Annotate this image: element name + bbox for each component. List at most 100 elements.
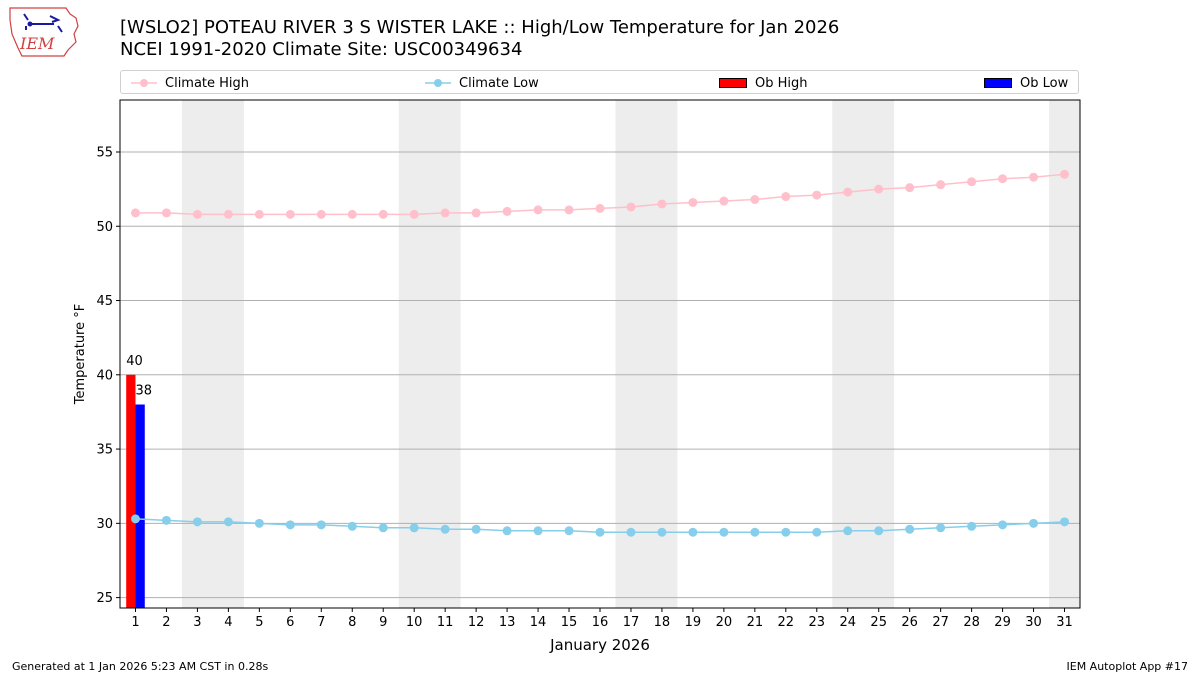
point-climate-low — [750, 527, 760, 537]
x-tick-label: 9 — [379, 615, 387, 630]
y-tick-label: 35 — [96, 443, 113, 458]
point-climate-high — [564, 205, 574, 215]
bar-ob-low — [135, 404, 145, 608]
point-climate-low — [316, 520, 326, 530]
point-climate-high — [347, 209, 357, 219]
point-climate-low — [378, 523, 388, 533]
point-climate-low — [998, 520, 1008, 530]
point-climate-low — [595, 527, 605, 537]
weather-station-icon — [23, 13, 63, 33]
point-climate-high — [254, 209, 264, 219]
point-climate-high — [781, 192, 791, 202]
point-climate-high — [843, 187, 853, 197]
y-tick-label: 40 — [96, 368, 113, 383]
x-tick-label: 10 — [406, 615, 423, 630]
x-tick-label: 25 — [870, 615, 887, 630]
point-climate-high — [161, 208, 171, 218]
x-tick-label: 13 — [499, 615, 516, 630]
legend-ob-low: Ob Low — [984, 71, 1068, 95]
point-climate-high — [812, 190, 822, 200]
x-tick-label: 4 — [224, 615, 232, 630]
point-climate-high — [719, 196, 729, 206]
point-climate-low — [657, 527, 667, 537]
x-tick-label: 7 — [317, 615, 325, 630]
point-climate-low — [936, 523, 946, 533]
x-tick-label: 18 — [654, 615, 671, 630]
x-tick-label: 21 — [747, 615, 764, 630]
point-climate-low — [409, 523, 419, 533]
bar-ob-high — [126, 374, 136, 608]
point-climate-low — [347, 521, 357, 531]
point-climate-high — [192, 209, 202, 219]
plot-frame — [119, 99, 1081, 609]
x-tick-label: 16 — [592, 615, 609, 630]
point-climate-high — [316, 209, 326, 219]
point-climate-low — [161, 515, 171, 525]
generated-timestamp: Generated at 1 Jan 2026 5:23 AM CST in 0… — [12, 660, 269, 673]
weekend-shade — [181, 100, 244, 608]
legend-ob-high: Ob High — [719, 71, 808, 95]
point-climate-high — [533, 205, 543, 215]
point-climate-high — [285, 209, 295, 219]
point-climate-low — [223, 517, 233, 527]
point-climate-low — [1029, 518, 1039, 528]
point-climate-low — [192, 517, 202, 527]
point-climate-low — [533, 526, 543, 536]
point-climate-high — [1060, 169, 1070, 179]
x-axis-label: January 2026 — [549, 636, 650, 654]
point-climate-high — [595, 203, 605, 213]
logo-text: IEM — [19, 34, 55, 53]
bar-value-label: 40 — [126, 354, 143, 369]
point-climate-low — [626, 527, 636, 537]
point-climate-high — [378, 209, 388, 219]
legend-line-marker-icon — [131, 79, 157, 87]
legend-line-marker-icon — [425, 79, 451, 87]
x-tick-label: 12 — [468, 615, 485, 630]
legend-label: Climate Low — [459, 75, 539, 91]
y-tick-label: 45 — [96, 294, 113, 309]
chart-subtitle: NCEI 1991-2020 Climate Site: USC00349634 — [120, 39, 523, 60]
legend-label: Ob High — [755, 75, 808, 91]
point-climate-high — [502, 206, 512, 216]
point-climate-low — [285, 520, 295, 530]
x-tick-label: 19 — [685, 615, 702, 630]
y-tick-label: 30 — [96, 517, 113, 532]
point-climate-high — [998, 174, 1008, 184]
y-tick-label: 55 — [96, 145, 113, 160]
point-climate-low — [1060, 517, 1070, 527]
x-tick-label: 24 — [839, 615, 856, 630]
legend: Climate High Climate Low Ob High Ob Low — [120, 70, 1079, 94]
point-climate-high — [967, 177, 977, 187]
point-climate-low — [471, 524, 481, 534]
point-climate-low — [254, 518, 264, 528]
point-climate-high — [130, 208, 140, 218]
point-climate-high — [936, 180, 946, 190]
point-climate-high — [874, 184, 884, 194]
point-climate-low — [905, 524, 915, 534]
legend-label: Climate High — [165, 75, 250, 91]
point-climate-low — [874, 526, 884, 536]
point-climate-low — [719, 527, 729, 537]
point-climate-low — [564, 526, 574, 536]
x-tick-label: 15 — [561, 615, 578, 630]
point-climate-high — [471, 208, 481, 218]
point-climate-high — [1029, 172, 1039, 182]
legend-swatch-icon — [719, 78, 747, 88]
x-tick-label: 31 — [1056, 615, 1073, 630]
legend-climate-low: Climate Low — [425, 71, 539, 95]
x-tick-label: 3 — [193, 615, 201, 630]
weekend-shade — [398, 100, 461, 608]
point-climate-high — [223, 209, 233, 219]
y-tick-label: 50 — [96, 220, 113, 235]
x-tick-label: 5 — [255, 615, 263, 630]
x-tick-label: 2 — [162, 615, 170, 630]
legend-climate-high: Climate High — [131, 71, 249, 95]
point-climate-low — [812, 527, 822, 537]
point-climate-high — [440, 208, 450, 218]
app-label: IEM Autoplot App #17 — [1066, 660, 1189, 673]
x-tick-label: 17 — [623, 615, 640, 630]
point-climate-high — [688, 197, 698, 207]
x-tick-label: 28 — [963, 615, 980, 630]
point-climate-low — [781, 527, 791, 537]
